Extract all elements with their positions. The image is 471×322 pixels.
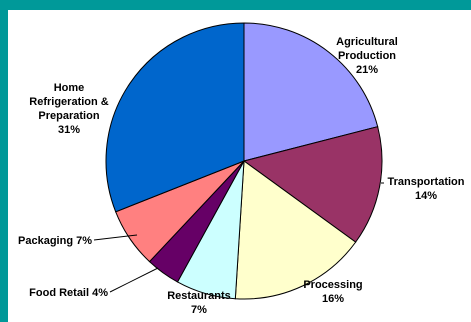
pie-slices — [105, 22, 383, 300]
leader-line — [93, 234, 138, 241]
pie-slice-agricultural-production — [243, 22, 379, 162]
slice-label: Restaurants 7% — [167, 290, 231, 316]
slice-label: Processing 16% — [303, 279, 362, 305]
leader-lines — [93, 182, 384, 293]
slice-label: Transportation 14% — [387, 176, 464, 202]
pie-slice-processing — [234, 160, 357, 300]
slice-label: Home Refrigeration & Preparation 31% — [29, 82, 109, 136]
pie-slice-home-refrigeration-preparation — [105, 22, 245, 213]
slice-label: Food Retail 4% — [29, 287, 108, 299]
slice-label: Packaging 7% — [18, 235, 92, 247]
leader-line — [109, 267, 159, 293]
slice-label: Agricultural Production 21% — [336, 36, 398, 76]
pie-slice-transportation — [242, 126, 383, 243]
slice-labels: Agricultural Production 21% Transportation 1… — [18, 36, 465, 316]
